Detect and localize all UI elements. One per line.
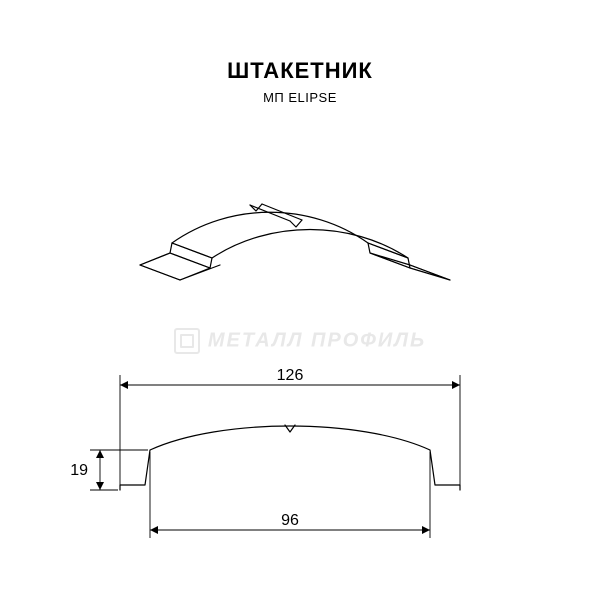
dim-height: 19 (70, 462, 88, 479)
dim-total-width: 126 (277, 367, 304, 384)
product-subtitle: МП ELIPSE (0, 90, 600, 105)
dim-inner-width: 96 (281, 512, 299, 529)
product-title: ШТАКЕТНИК (0, 58, 600, 84)
isometric-drawing (120, 130, 480, 300)
section-drawing: 126 96 19 (50, 340, 550, 560)
title-block: ШТАКЕТНИК МП ELIPSE (0, 58, 600, 105)
